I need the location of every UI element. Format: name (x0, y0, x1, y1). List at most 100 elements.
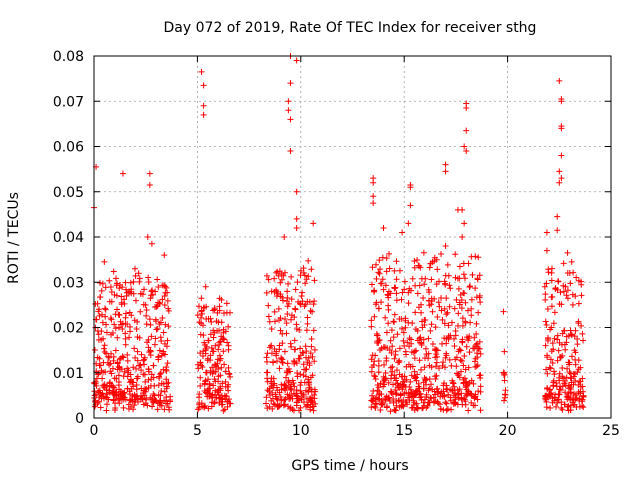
roti-point (452, 251, 459, 258)
roti-point (146, 170, 153, 177)
roti-point (578, 292, 585, 299)
roti-point (266, 318, 273, 325)
roti-point (269, 405, 276, 412)
roti-point (429, 308, 436, 315)
roti-point (421, 374, 428, 381)
roti-point (125, 289, 132, 296)
roti-point (195, 303, 202, 310)
roti-point (438, 307, 445, 314)
roti-point (420, 295, 427, 302)
roti-point (572, 356, 579, 363)
roti-point (114, 334, 121, 341)
roti-point (135, 270, 142, 277)
roti-point (141, 371, 148, 378)
roti-point (559, 364, 566, 371)
roti-point (393, 402, 400, 409)
roti-point (302, 301, 309, 308)
roti-point (297, 352, 304, 359)
roti-point (307, 399, 314, 406)
roti-point (411, 258, 418, 265)
roti-point (393, 367, 400, 374)
roti-point (425, 335, 432, 342)
roti-point (418, 366, 425, 373)
roti-point (542, 342, 549, 349)
roti-point (369, 392, 376, 399)
roti-point (311, 346, 318, 353)
roti-point (447, 285, 454, 292)
roti-point (285, 377, 292, 384)
roti-point (576, 395, 583, 402)
roti-point (91, 380, 98, 387)
roti-point (216, 303, 223, 310)
roti-point (468, 377, 475, 384)
roti-point (293, 224, 300, 231)
roti-point (474, 396, 481, 403)
roti-point (103, 407, 110, 414)
roti-point (402, 399, 409, 406)
roti-point (477, 350, 484, 357)
roti-point (270, 382, 277, 389)
roti-point (273, 269, 280, 276)
roti-point (551, 368, 558, 375)
roti-point (396, 404, 403, 411)
roti-point (112, 275, 119, 282)
roti-point (166, 406, 173, 413)
roti-point (561, 327, 568, 334)
roti-point (141, 361, 148, 368)
roti-point (98, 287, 105, 294)
roti-point (111, 407, 118, 414)
roti-point (285, 107, 292, 114)
roti-point (157, 402, 164, 409)
roti-point (393, 375, 400, 382)
roti-point (212, 342, 219, 349)
roti-point (285, 365, 292, 372)
roti-point (569, 301, 576, 308)
roti-point (211, 361, 218, 368)
roti-point (477, 407, 484, 414)
roti-point (293, 360, 300, 367)
roti-point (205, 337, 212, 344)
roti-point (401, 278, 408, 285)
roti-point (161, 388, 168, 395)
roti-point (558, 399, 565, 406)
roti-point (273, 395, 280, 402)
roti-point (290, 380, 297, 387)
roti-point (417, 394, 424, 401)
roti-point (546, 386, 553, 393)
roti-point (456, 299, 463, 306)
roti-point (391, 284, 398, 291)
roti-point (91, 347, 98, 354)
roti-point (215, 346, 222, 353)
roti-point (107, 283, 114, 290)
roti-point (554, 336, 561, 343)
roti-point (388, 389, 395, 396)
roti-point (420, 385, 427, 392)
roti-point (423, 391, 430, 398)
x-tick-label: 25 (602, 423, 620, 439)
roti-point (433, 386, 440, 393)
roti-point (412, 374, 419, 381)
roti-point (303, 348, 310, 355)
roti-point (221, 361, 228, 368)
roti-point (474, 354, 481, 361)
roti-point (107, 368, 114, 375)
roti-point (384, 291, 391, 298)
roti-point (96, 279, 103, 286)
roti-point (579, 396, 586, 403)
roti-point (266, 388, 273, 395)
roti-point (434, 313, 441, 320)
roti-point (210, 327, 217, 334)
roti-point (414, 337, 421, 344)
roti-point (411, 348, 418, 355)
roti-point (159, 314, 166, 321)
roti-point (131, 391, 138, 398)
roti-point (438, 295, 445, 302)
roti-point (392, 387, 399, 394)
roti-point (572, 327, 579, 334)
roti-point (308, 335, 315, 342)
roti-point (116, 281, 123, 288)
roti-point (303, 276, 310, 283)
roti-point (111, 291, 118, 298)
roti-point (107, 315, 114, 322)
